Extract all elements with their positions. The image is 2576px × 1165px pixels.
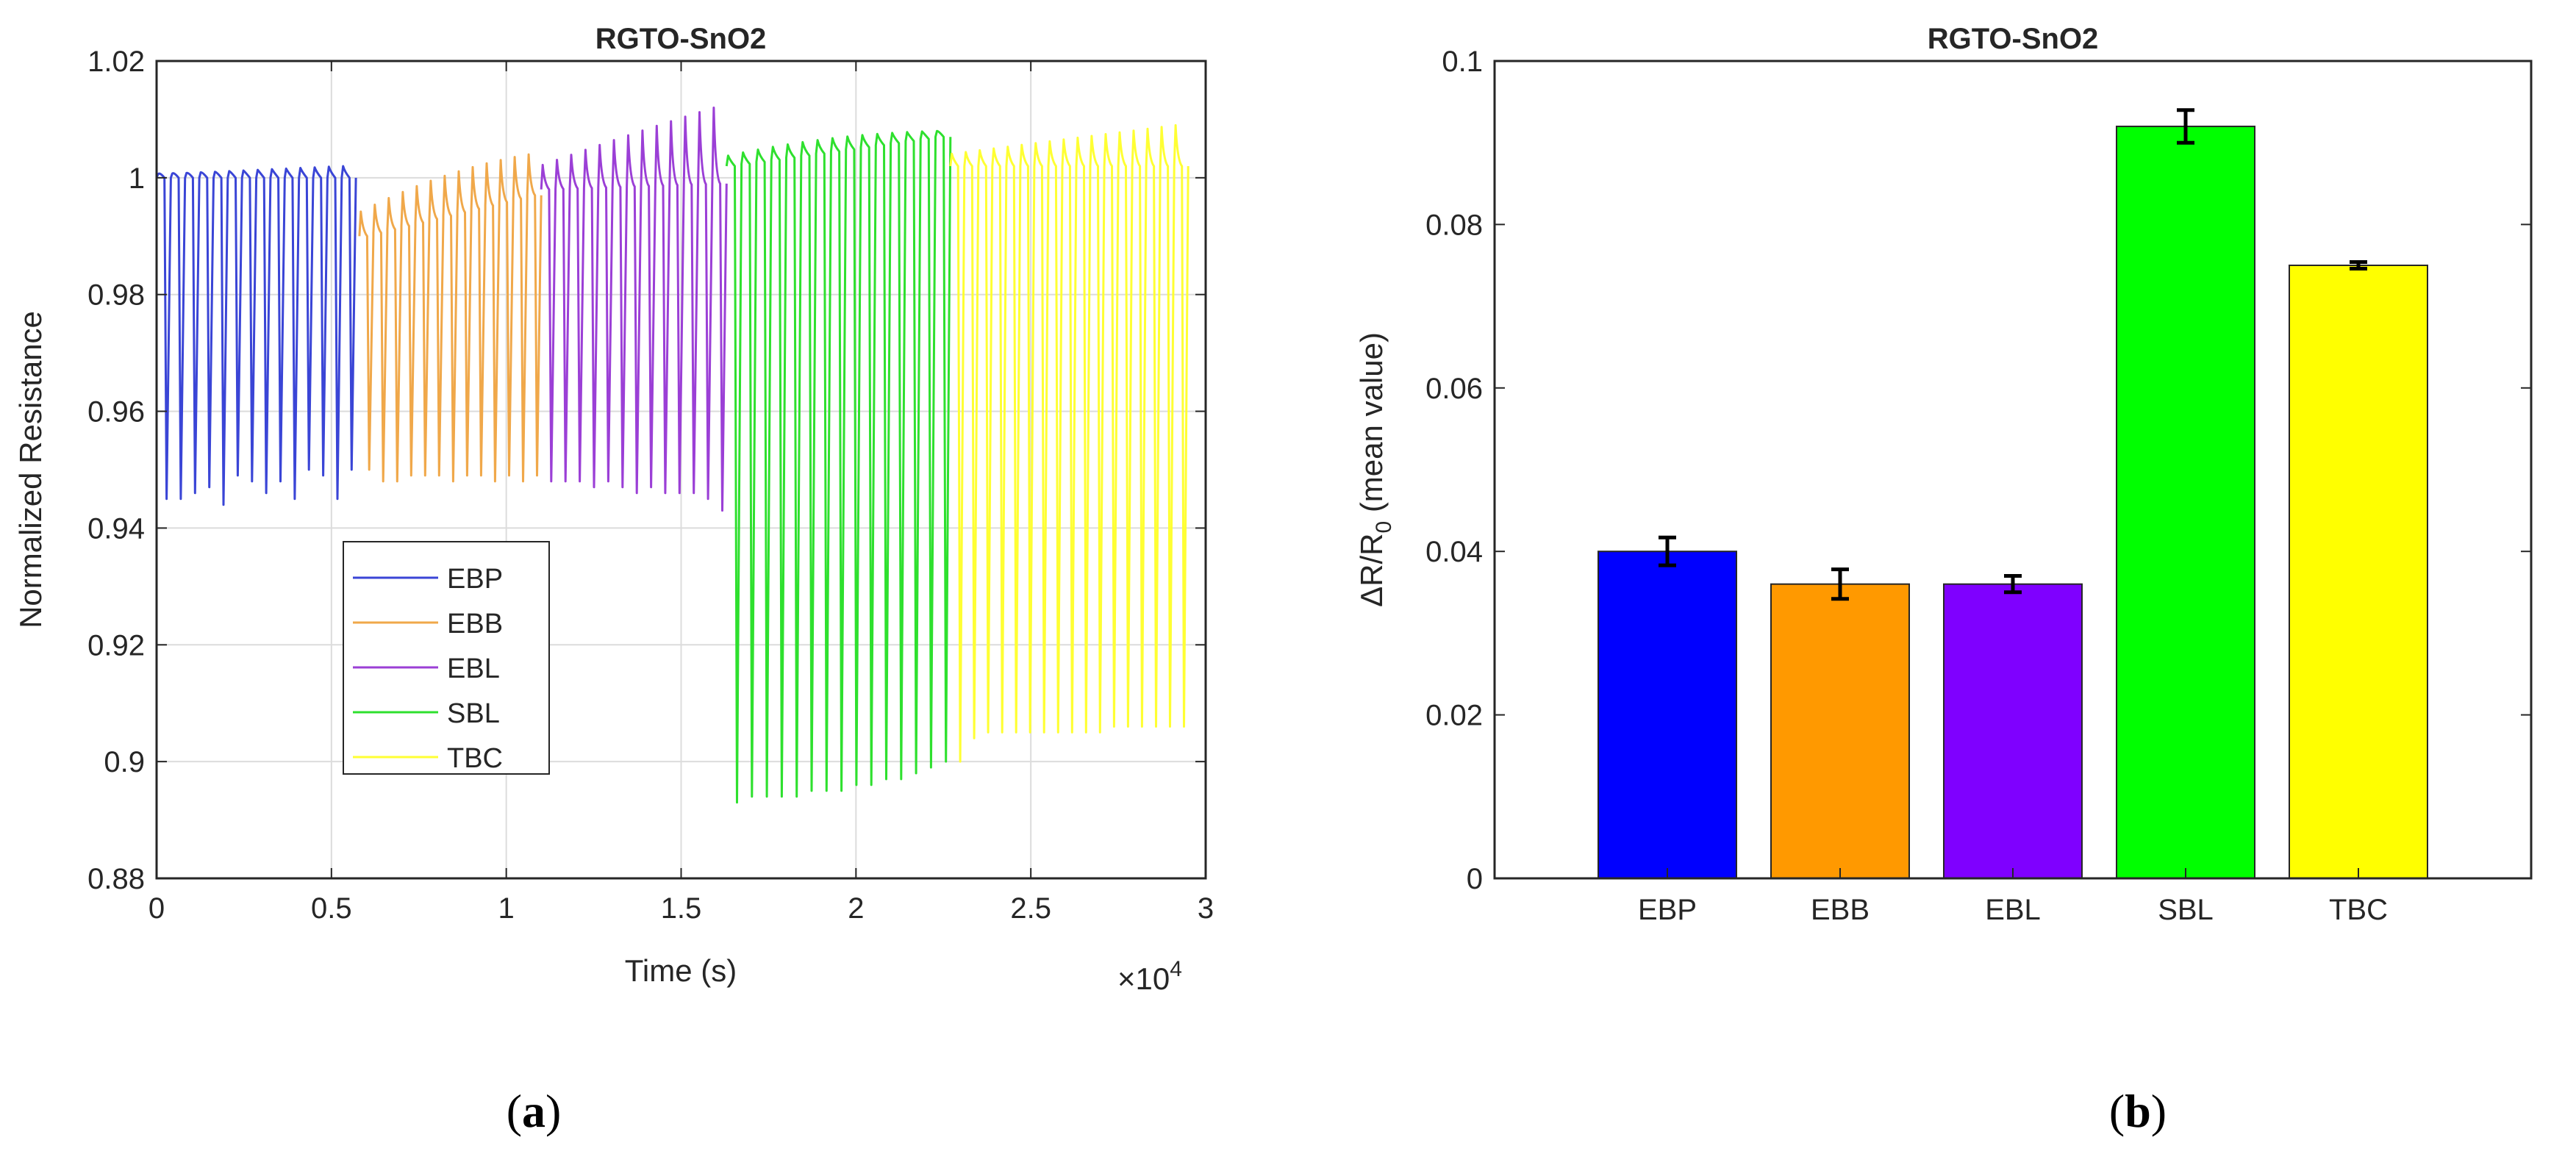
series-a <box>155 107 1189 804</box>
x-tick-label: 3 <box>1198 892 1214 925</box>
y-tick-label: 0.94 <box>87 512 145 545</box>
x-exponent-power: 4 <box>1170 957 1182 981</box>
legend-label-ebl: EBL <box>447 653 500 684</box>
x-axis-label-a: Time (s) <box>625 953 737 988</box>
ticks-a: 0 0.5 1 1.5 2 2.5 3 0.88 0.9 0.92 0.94 0.96 0.98 1 1.0… <box>87 46 1214 925</box>
x-tick-label-ebb: EBB <box>1811 894 1870 926</box>
grid-a <box>156 60 1206 879</box>
legend-label-ebp: EBP <box>447 564 503 595</box>
series-line-tbc <box>949 123 1189 763</box>
x-tick-label: 0 <box>149 892 165 925</box>
y-axis-label-a: Normalized Resistance <box>13 311 48 628</box>
series-line-ebb <box>358 153 543 483</box>
panel-b-bar-chart: 0 0.02 0.04 0.06 0.08 0.1 EBP EBB EBL SBL TBC RGTO… <box>1354 23 2533 926</box>
chart-title-b: RGTO-SnO2 <box>1928 23 2099 55</box>
y-tick-label: 0.98 <box>87 279 145 312</box>
x-tick-label-sbl: SBL <box>2158 894 2214 926</box>
y-tick-label: 0.04 <box>1425 536 1483 568</box>
x-tick-label-ebp: EBP <box>1638 894 1697 926</box>
y-tick-label: 0.96 <box>87 396 145 429</box>
x-tick-label: 2.5 <box>1010 892 1051 925</box>
x-tick-label-tbc: TBC <box>2329 894 2388 926</box>
x-exponent-base: ×10 <box>1117 961 1170 996</box>
chart-title-a: RGTO-SnO2 <box>595 23 767 55</box>
ticks-b: 0 0.02 0.04 0.06 0.08 0.1 EBP EBB EBL SBL TBC <box>1425 46 2531 926</box>
y-axis-label-b-main: ΔR/R <box>1354 534 1389 607</box>
x-tick-label: 0.5 <box>311 892 352 925</box>
legend-label-ebb: EBB <box>447 609 503 639</box>
legend-a: EBP EBB EBL SBL TBC <box>343 541 550 775</box>
y-axis-label-b: ΔR/R0 (mean value) <box>1354 332 1396 607</box>
y-axis-label-b-sub: 0 <box>1372 521 1396 534</box>
legend-label-tbc: TBC <box>447 743 503 774</box>
series-line-ebp <box>155 165 357 506</box>
y-tick-label: 0.08 <box>1425 209 1483 241</box>
bar-ebb <box>1770 583 1910 879</box>
x-tick-label: 2 <box>848 892 864 925</box>
caption-a: (a) <box>507 1085 562 1137</box>
y-tick-label: 0.92 <box>87 629 145 662</box>
bar-sbl <box>2116 125 2255 879</box>
y-tick-label: 1.02 <box>87 46 145 78</box>
y-tick-label: 0.02 <box>1425 700 1483 732</box>
y-tick-label: 1 <box>129 162 145 195</box>
legend-label-sbl: SBL <box>447 698 500 729</box>
caption-b: (b) <box>2109 1085 2167 1137</box>
series-line-ebl <box>540 107 728 512</box>
panel-a-line-chart: 0 0.5 1 1.5 2 2.5 3 0.88 0.9 0.92 0.94 0.96 0.98 1 1.0… <box>13 23 1214 996</box>
caption-a-letter: a <box>522 1085 545 1137</box>
y-tick-label: 0 <box>1467 863 1483 895</box>
caption-b-letter: b <box>2125 1085 2151 1137</box>
legend-box-a <box>343 541 550 775</box>
x-tick-label: 1.5 <box>661 892 702 925</box>
x-tick-label-ebl: EBL <box>1985 894 2041 926</box>
bars-b <box>1598 108 2428 879</box>
y-tick-label: 0.88 <box>87 863 145 895</box>
x-tick-label: 1 <box>498 892 515 925</box>
y-axis-label-b-tail: (mean value) <box>1354 332 1389 521</box>
x-exponent-label-a: ×104 <box>1117 957 1182 996</box>
y-tick-label: 0.9 <box>104 746 145 778</box>
series-line-sbl <box>725 129 952 804</box>
y-tick-label: 0.06 <box>1425 373 1483 405</box>
y-tick-label: 0.1 <box>1442 46 1483 78</box>
bar-tbc <box>2289 265 2428 879</box>
bar-ebp <box>1598 551 1737 879</box>
bar-ebl <box>1943 583 2083 879</box>
